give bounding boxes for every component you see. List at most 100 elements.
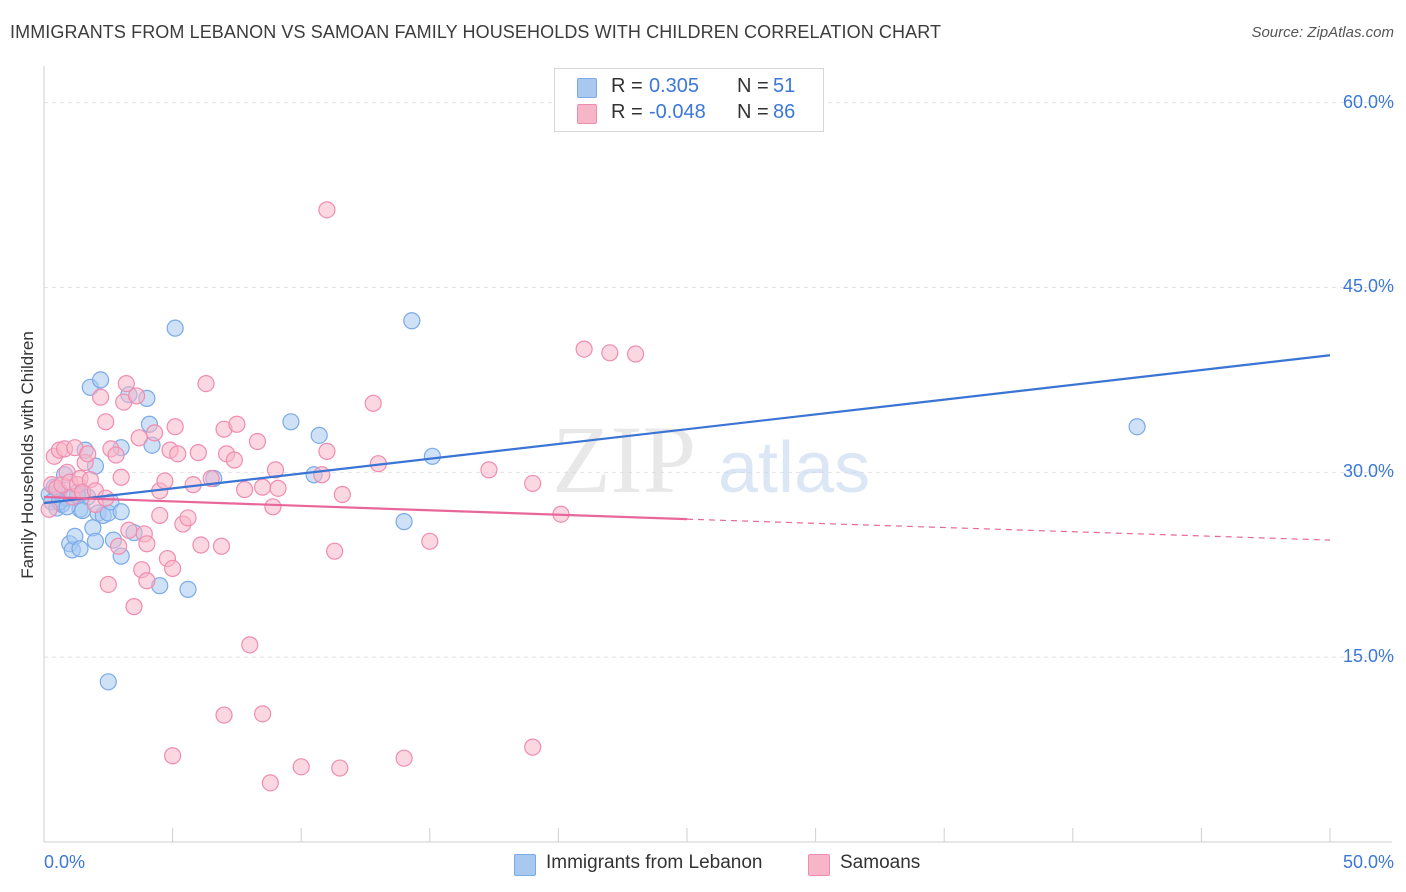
data-point-samoans [326, 542, 344, 560]
gridlines [44, 102, 1392, 658]
trend-line-samoans-extension [686, 518, 1331, 541]
data-point-samoans [166, 418, 184, 436]
data-point-samoans [575, 340, 593, 358]
data-point-samoans [112, 468, 130, 486]
data-point-samoans [120, 521, 138, 539]
data-point-samoans [480, 461, 498, 479]
legend-n-label: N = [737, 75, 769, 97]
data-point-samoans [145, 424, 164, 442]
data-point-samoans [169, 445, 187, 463]
data-point-samoans [212, 537, 231, 555]
data-point-samoans [117, 375, 135, 393]
data-point-lebanon [112, 503, 130, 521]
data-point-samoans [91, 388, 110, 406]
x-tick-label-left: 0.0% [44, 852, 86, 872]
data-point-samoans [241, 636, 259, 654]
data-point-samoans [40, 500, 58, 518]
data-point-samoans [192, 536, 210, 554]
bottom-legend-swatch-samoans [808, 854, 830, 876]
x-tick-label-right: 50.0% [1342, 852, 1394, 872]
data-point-samoans [127, 387, 146, 405]
source-note: Source: ZipAtlas.com [1251, 24, 1394, 41]
data-point-lebanon [71, 540, 89, 558]
data-point-samoans [125, 598, 143, 616]
data-point-samoans [524, 474, 542, 493]
data-point-lebanon [310, 426, 328, 444]
data-point-samoans [626, 345, 645, 363]
data-point-samoans [248, 432, 267, 451]
data-point-samoans [236, 480, 254, 499]
bottom-legend-label-samoans: Samoans [840, 852, 921, 873]
data-point-samoans [215, 706, 233, 724]
data-point-samoans [292, 758, 310, 776]
data-point-samoans [601, 344, 619, 362]
data-point-samoans [97, 413, 115, 431]
data-point-samoans [156, 472, 174, 490]
axes [43, 66, 1392, 843]
data-point-samoans [318, 442, 336, 460]
legend-n-value: 51 [773, 75, 796, 97]
data-point-samoans [264, 498, 282, 516]
bottom-legend-swatch-lebanon [514, 854, 536, 876]
legend-r-value: -0.048 [649, 101, 706, 123]
data-point-lebanon [395, 513, 413, 531]
data-point-samoans [524, 738, 542, 756]
data-point-samoans [254, 705, 272, 723]
data-point-samoans [179, 509, 197, 527]
data-point-samoans [107, 446, 125, 464]
trend-line-lebanon [43, 354, 1331, 505]
data-point-lebanon [423, 447, 441, 465]
data-point-samoans [421, 532, 439, 550]
data-point-samoans [151, 506, 169, 525]
data-point-samoans [99, 575, 117, 594]
data-point-samoans [109, 537, 128, 555]
data-point-samoans [197, 375, 215, 393]
chart-title: IMMIGRANTS FROM LEBANON VS SAMOAN FAMILY… [10, 22, 942, 42]
y-tick-label: 45.0% [1342, 276, 1394, 297]
y-tick-label: 60.0% [1342, 91, 1394, 112]
data-point-samoans [395, 749, 413, 767]
data-point-lebanon [99, 673, 117, 691]
data-point-samoans [269, 479, 287, 497]
data-point-samoans [189, 444, 207, 462]
legend-n-value: 86 [773, 101, 796, 123]
data-points [40, 201, 1146, 792]
data-point-lebanon [282, 413, 300, 431]
data-point-samoans [138, 535, 156, 553]
legend-r-value: 0.305 [649, 75, 700, 97]
y-tick-label: 30.0% [1342, 461, 1394, 482]
data-point-lebanon [1128, 418, 1146, 436]
data-point-samoans [331, 759, 349, 777]
data-point-samoans [228, 415, 246, 433]
data-point-samoans [261, 774, 279, 792]
data-point-lebanon [403, 312, 421, 330]
watermark-zip: ZIP [552, 406, 696, 513]
data-point-samoans [313, 466, 331, 484]
data-point-samoans [254, 478, 272, 496]
watermark-atlas: atlas [718, 428, 870, 508]
data-point-samoans [79, 445, 97, 463]
legend-r-label: R = [611, 75, 643, 97]
data-point-samoans [164, 559, 182, 578]
legend-n-label: N = [737, 101, 769, 123]
y-tick-label: 15.0% [1342, 646, 1394, 667]
legend-r-label: R = [611, 101, 643, 123]
data-point-lebanon [86, 532, 105, 550]
data-point-samoans [333, 485, 351, 504]
data-point-samoans [225, 451, 243, 469]
data-point-lebanon [91, 371, 110, 389]
data-point-samoans [364, 394, 382, 412]
bottom-legend-label-lebanon: Immigrants from Lebanon [546, 852, 763, 873]
stats-legend: R = 0.305 N = 51 R = -0.048 N = 86 [554, 68, 824, 132]
legend-swatch-lebanon [577, 78, 597, 98]
data-point-samoans [164, 747, 182, 765]
data-point-samoans [318, 201, 336, 219]
data-point-samoans [138, 572, 156, 590]
legend-swatch-samoans [577, 104, 597, 124]
data-point-lebanon [179, 580, 197, 598]
data-point-samoans [266, 461, 285, 479]
data-point-samoans [130, 429, 148, 447]
trend-lines [43, 354, 1331, 541]
data-point-lebanon [166, 319, 184, 337]
